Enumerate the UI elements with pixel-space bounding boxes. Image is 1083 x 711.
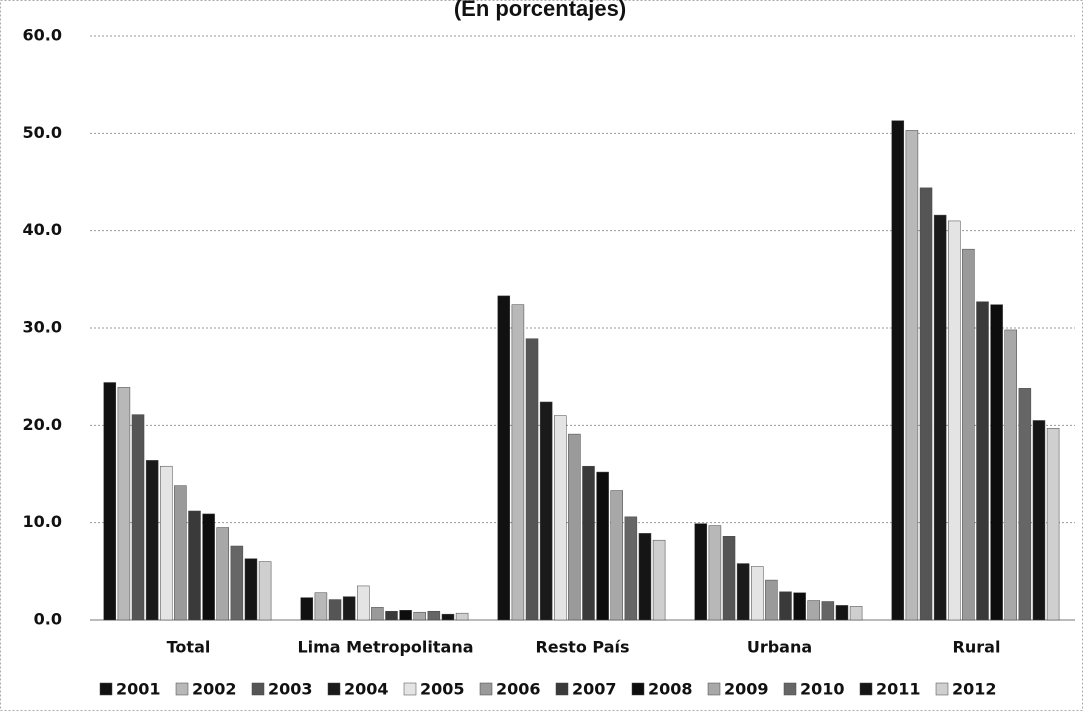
bar xyxy=(455,612,469,621)
legend-swatch xyxy=(555,682,569,696)
legend-swatch xyxy=(251,682,265,696)
bar xyxy=(511,304,525,621)
bar xyxy=(202,513,215,621)
y-tick-label: 60.0 xyxy=(23,26,62,45)
bar xyxy=(652,539,666,621)
legend-swatch xyxy=(631,682,645,696)
bar xyxy=(807,600,820,621)
bar xyxy=(596,471,609,621)
bar xyxy=(103,382,117,621)
legend-label: 2004 xyxy=(344,680,389,699)
legend-label: 2003 xyxy=(268,680,313,699)
legend-swatch xyxy=(783,682,797,696)
bar xyxy=(1046,428,1060,621)
bar xyxy=(708,525,722,621)
legend-label: 2011 xyxy=(876,680,921,699)
y-tick-label: 30.0 xyxy=(23,318,62,337)
bar xyxy=(948,220,961,621)
legend-label: 2010 xyxy=(800,680,845,699)
bar xyxy=(399,610,412,621)
bar xyxy=(441,613,455,621)
bar xyxy=(1032,420,1046,621)
legend-label: 2002 xyxy=(192,680,237,699)
bar xyxy=(793,592,806,621)
legend-swatch xyxy=(935,682,949,696)
bar xyxy=(342,596,356,621)
x-tick-label: Rural xyxy=(953,638,1001,657)
legend-swatch xyxy=(859,682,873,696)
legend-label: 2001 xyxy=(116,680,161,699)
bar xyxy=(385,610,398,621)
bar xyxy=(525,338,539,621)
bar xyxy=(779,591,792,621)
legend-swatch xyxy=(175,682,189,696)
bar xyxy=(131,414,145,621)
bar xyxy=(145,460,159,621)
x-tick-label: Urbana xyxy=(747,638,812,657)
legend-label: 2006 xyxy=(496,680,541,699)
bar xyxy=(539,401,553,621)
bar xyxy=(849,606,863,621)
bar xyxy=(976,301,989,621)
legend-label: 2012 xyxy=(952,680,997,699)
legend-label: 2008 xyxy=(648,680,693,699)
bar xyxy=(357,585,370,621)
bar xyxy=(990,304,1003,621)
chart-title: (En porcentajes) xyxy=(454,0,626,21)
bar xyxy=(891,120,905,621)
bar xyxy=(371,607,384,621)
y-tick-label: 10.0 xyxy=(23,512,62,531)
legend-swatch xyxy=(327,682,341,696)
bar xyxy=(905,130,919,621)
bar xyxy=(835,605,849,621)
bar xyxy=(328,599,342,621)
bar xyxy=(314,592,328,621)
bar xyxy=(962,248,975,621)
legend-label: 2005 xyxy=(420,680,465,699)
y-tick-label: 50.0 xyxy=(23,123,62,142)
bar xyxy=(722,536,736,621)
bar xyxy=(554,415,567,621)
legend-label: 2007 xyxy=(572,680,617,699)
bar xyxy=(300,597,314,621)
x-tick-label: Resto País xyxy=(535,638,629,657)
bar xyxy=(174,485,187,621)
legend-swatch xyxy=(403,682,417,696)
bar xyxy=(638,533,652,621)
bar xyxy=(188,510,201,621)
y-tick-label: 20.0 xyxy=(23,415,62,434)
y-tick-label: 40.0 xyxy=(23,220,62,239)
bar xyxy=(258,561,272,621)
bar xyxy=(1004,329,1017,621)
legend-swatch xyxy=(479,682,493,696)
bar xyxy=(933,214,947,621)
bar xyxy=(568,433,581,621)
bar xyxy=(413,611,426,621)
legend-label: 2009 xyxy=(724,680,769,699)
bar xyxy=(497,295,511,621)
legend-swatch xyxy=(707,682,721,696)
bar xyxy=(244,558,258,621)
bar xyxy=(624,516,638,621)
bar xyxy=(117,387,131,621)
y-tick-label: 0.0 xyxy=(34,610,62,629)
bar xyxy=(765,579,778,621)
x-tick-label: Total xyxy=(167,638,211,657)
bar xyxy=(427,610,441,621)
bar xyxy=(160,465,173,621)
bar xyxy=(694,523,708,621)
bar xyxy=(1018,388,1032,621)
x-tick-label: Lima Metropolitana xyxy=(297,638,473,657)
bar xyxy=(736,563,750,621)
bar xyxy=(751,566,764,621)
legend-swatch xyxy=(99,682,113,696)
bar xyxy=(582,465,595,621)
bar xyxy=(216,527,229,621)
bar xyxy=(821,601,835,621)
bar xyxy=(230,545,244,621)
bar xyxy=(919,187,933,621)
bar xyxy=(610,490,623,621)
